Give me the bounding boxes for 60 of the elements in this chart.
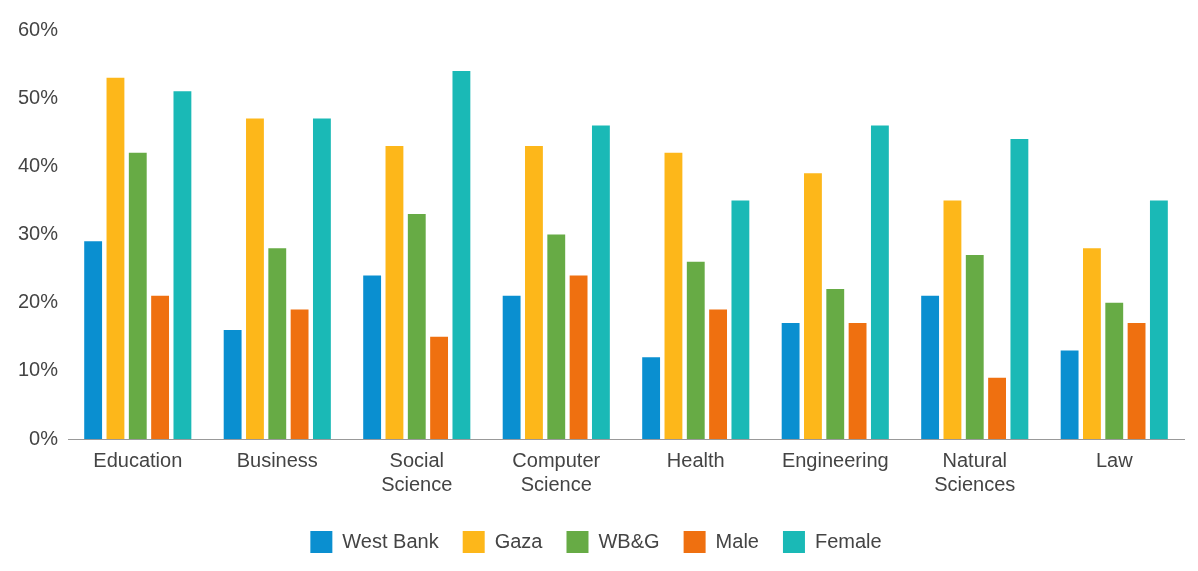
bar xyxy=(128,152,147,439)
bar xyxy=(151,295,170,439)
x-tick-label: Health xyxy=(666,448,725,471)
bar xyxy=(709,309,728,439)
bar xyxy=(407,214,426,439)
bar xyxy=(502,295,521,439)
bar xyxy=(547,234,566,439)
bar xyxy=(731,200,750,439)
x-tick-label: Social Science xyxy=(381,448,453,495)
bar xyxy=(826,289,845,439)
bar xyxy=(591,125,610,439)
bar xyxy=(921,295,940,439)
bar xyxy=(268,248,287,439)
bar xyxy=(363,275,382,439)
legend-label: Gaza xyxy=(494,529,544,552)
legend-label: WB&G xyxy=(598,529,660,552)
bar xyxy=(988,377,1006,439)
bar xyxy=(804,173,822,439)
bar xyxy=(430,336,449,439)
legend-label: West Bank xyxy=(342,529,440,552)
bar xyxy=(223,329,242,439)
bar xyxy=(452,70,471,439)
bar xyxy=(1149,200,1168,439)
bar xyxy=(1105,302,1124,439)
x-tick-label: Education xyxy=(93,448,183,471)
x-tick-label: Natural Sciences xyxy=(934,448,1016,495)
bar xyxy=(173,91,192,439)
y-tick-label: 40% xyxy=(18,153,59,176)
x-tick-label: Law xyxy=(1095,448,1134,471)
bar xyxy=(1083,248,1101,439)
bar xyxy=(1010,139,1029,439)
bar xyxy=(385,145,404,439)
bar xyxy=(312,118,331,439)
x-tick-label: Engineering xyxy=(781,448,889,471)
bar xyxy=(781,323,800,439)
x-tick-label: Business xyxy=(236,448,318,471)
y-tick-label: 0% xyxy=(29,426,59,449)
bar xyxy=(569,275,588,439)
y-tick-label: 10% xyxy=(18,358,59,381)
bar xyxy=(525,145,543,439)
bar xyxy=(246,118,264,439)
y-tick-label: 60% xyxy=(18,17,59,40)
bar xyxy=(965,254,984,439)
bar xyxy=(642,357,661,439)
y-tick-label: 20% xyxy=(18,290,59,313)
bar xyxy=(1060,350,1079,439)
y-tick-label: 50% xyxy=(18,85,59,108)
x-tick-label: Computer Science xyxy=(512,448,601,495)
bar xyxy=(848,323,867,439)
bar xyxy=(106,77,125,439)
bar xyxy=(870,125,889,439)
bar xyxy=(1127,323,1146,439)
bar xyxy=(84,241,103,439)
legend-label: Male xyxy=(715,529,759,552)
legend-label: Female xyxy=(814,529,882,552)
bar xyxy=(664,152,683,439)
bar xyxy=(943,200,962,439)
y-tick-label: 30% xyxy=(18,222,59,245)
bar xyxy=(290,309,309,439)
bar xyxy=(686,261,705,439)
